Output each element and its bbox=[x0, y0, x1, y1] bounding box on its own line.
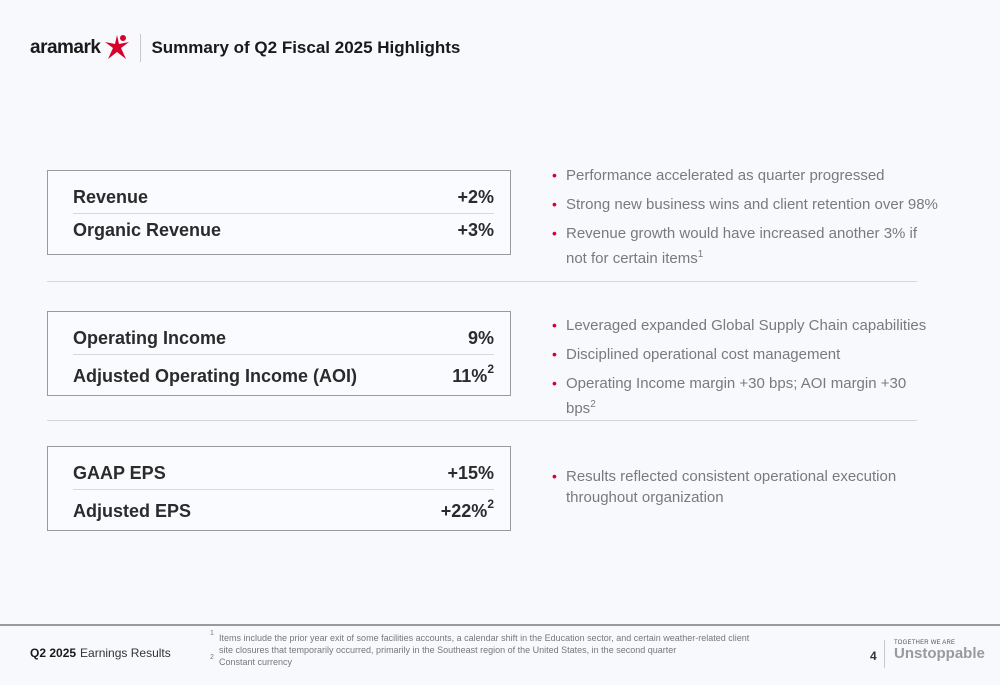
metric-row: GAAP EPS +15% bbox=[73, 457, 494, 489]
operating-income-metrics-box: Operating Income 9% Adjusted Operating I… bbox=[47, 311, 511, 396]
tagline-logo: TOGETHER WE ARE Unstoppable bbox=[894, 640, 985, 662]
tagline-big: Unstoppable bbox=[894, 645, 985, 662]
footer-divider bbox=[0, 624, 1000, 626]
footer-label: Q2 2025 Earnings Results bbox=[30, 646, 171, 660]
aramark-logo: aramark bbox=[30, 33, 132, 63]
header: aramark Summary of Q2 Fiscal 2025 Highli… bbox=[30, 30, 460, 66]
footnote-ref: 2 bbox=[590, 399, 596, 410]
logo-wordmark: aramark bbox=[30, 37, 101, 58]
metric-value: 11%2 bbox=[452, 362, 494, 386]
bullet-dot-icon: • bbox=[552, 468, 557, 484]
metric-label: Adjusted Operating Income (AOI) bbox=[73, 366, 358, 386]
page-title: Summary of Q2 Fiscal 2025 Highlights bbox=[151, 38, 461, 57]
bullet-item: • Strong new business wins and client ret… bbox=[552, 196, 938, 213]
bullet-dot-icon: • bbox=[552, 167, 557, 183]
bullet-item: • Leveraged expanded Global Supply Chain … bbox=[552, 317, 927, 334]
bullet-dot-icon: • bbox=[552, 346, 557, 362]
footnote: 1 Items include the prior year exit of so… bbox=[210, 630, 750, 655]
bullet-item: • Revenue growth would have increased ano… bbox=[552, 225, 918, 267]
metric-row: Revenue +2% bbox=[73, 181, 494, 213]
revenue-bullets: • Performance accelerated as quarter prog… bbox=[550, 165, 940, 277]
bullet-item: • Performance accelerated as quarter prog… bbox=[552, 167, 885, 184]
metric-value: 9% bbox=[467, 328, 494, 348]
bullet-item: • Results reflected consistent operationa… bbox=[552, 468, 897, 506]
footnote: 2 Constant currency bbox=[210, 654, 293, 667]
section-divider bbox=[47, 281, 917, 282]
footnote-ref: 1 bbox=[697, 249, 704, 260]
metric-value: +22%2 bbox=[440, 497, 494, 521]
metric-label: Operating Income bbox=[73, 328, 227, 348]
bullet-dot-icon: • bbox=[552, 317, 557, 333]
revenue-metrics-box: Revenue +2% Organic Revenue +3% bbox=[47, 170, 511, 255]
footer-report: Earnings Results bbox=[80, 646, 171, 660]
metric-label: Revenue bbox=[73, 187, 149, 207]
metric-row: Adjusted Operating Income (AOI) 11%2 bbox=[73, 354, 494, 387]
bullet-item: • Operating Income margin +30 bps; AOI ma… bbox=[552, 375, 907, 417]
bullet-dot-icon: • bbox=[552, 225, 557, 241]
metric-value: +2% bbox=[457, 187, 494, 207]
eps-bullets: • Results reflected consistent operationa… bbox=[550, 466, 940, 516]
metric-label: GAAP EPS bbox=[73, 463, 166, 483]
header-divider bbox=[140, 34, 142, 62]
footer-period: Q2 2025 bbox=[30, 646, 77, 660]
metric-row: Operating Income 9% bbox=[73, 322, 494, 354]
footnote-ref: 2 bbox=[487, 362, 494, 376]
star-person-icon bbox=[105, 35, 130, 59]
bullet-item: • Disciplined operational cost management bbox=[552, 346, 841, 363]
tagline-small: TOGETHER WE ARE bbox=[894, 640, 956, 646]
metric-label: Organic Revenue bbox=[73, 220, 222, 240]
section-divider bbox=[47, 420, 917, 421]
operating-income-bullets: • Leveraged expanded Global Supply Chain … bbox=[550, 315, 940, 427]
footnotes: 1 Items include the prior year exit of so… bbox=[210, 630, 750, 668]
footnote-ref: 2 bbox=[487, 497, 494, 511]
footer-brand-divider bbox=[884, 640, 885, 668]
bullet-dot-icon: • bbox=[552, 196, 557, 212]
page-number: 4 bbox=[870, 649, 877, 663]
metric-row: Adjusted EPS +22%2 bbox=[73, 489, 494, 522]
metric-label: Adjusted EPS bbox=[73, 501, 192, 521]
bullet-dot-icon: • bbox=[552, 375, 557, 391]
metric-value: +3% bbox=[457, 220, 494, 240]
metric-row: Organic Revenue +3% bbox=[73, 213, 494, 246]
eps-metrics-box: GAAP EPS +15% Adjusted EPS +22%2 bbox=[47, 446, 511, 531]
metric-value: +15% bbox=[447, 463, 494, 483]
